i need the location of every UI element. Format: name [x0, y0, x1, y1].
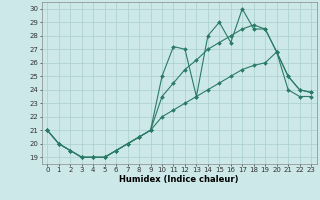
X-axis label: Humidex (Indice chaleur): Humidex (Indice chaleur)	[119, 175, 239, 184]
